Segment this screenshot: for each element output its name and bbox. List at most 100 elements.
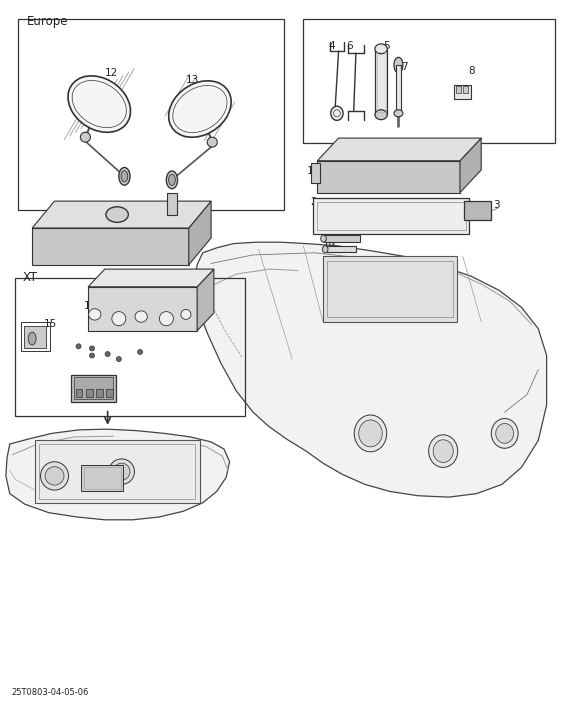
Ellipse shape	[68, 76, 130, 132]
Text: 8: 8	[468, 65, 475, 76]
Ellipse shape	[359, 420, 382, 447]
Text: 14: 14	[84, 301, 97, 311]
Text: 5: 5	[383, 41, 389, 51]
Ellipse shape	[207, 137, 217, 147]
Ellipse shape	[119, 168, 130, 185]
Bar	[71, 375, 116, 402]
Ellipse shape	[496, 424, 514, 444]
Polygon shape	[88, 287, 197, 331]
Ellipse shape	[40, 461, 69, 490]
Bar	[84, 467, 120, 488]
Bar	[464, 201, 491, 220]
Bar	[76, 389, 83, 397]
Bar	[311, 164, 320, 183]
Text: 2: 2	[311, 197, 318, 207]
Ellipse shape	[28, 332, 36, 345]
Ellipse shape	[166, 171, 178, 188]
Bar	[15, 277, 244, 416]
Ellipse shape	[106, 207, 128, 223]
Bar	[86, 389, 93, 397]
Bar	[21, 321, 50, 351]
Polygon shape	[32, 201, 211, 228]
Text: 3: 3	[493, 201, 500, 210]
Bar	[167, 193, 178, 215]
Bar	[454, 85, 471, 99]
Ellipse shape	[135, 311, 147, 322]
Bar	[377, 52, 386, 112]
Ellipse shape	[429, 435, 457, 467]
Text: 15: 15	[43, 319, 57, 328]
Text: 1: 1	[56, 236, 63, 246]
Ellipse shape	[433, 440, 453, 462]
Bar	[396, 65, 401, 114]
Text: 13: 13	[186, 75, 199, 85]
Ellipse shape	[80, 132, 90, 142]
Ellipse shape	[181, 309, 191, 319]
Ellipse shape	[89, 353, 94, 358]
Ellipse shape	[89, 309, 101, 320]
Text: Europe: Europe	[26, 15, 68, 28]
Ellipse shape	[321, 235, 327, 242]
Bar	[24, 326, 46, 348]
Bar	[317, 202, 465, 230]
Ellipse shape	[160, 311, 173, 326]
Ellipse shape	[121, 171, 128, 182]
Ellipse shape	[323, 246, 328, 253]
Text: 6: 6	[346, 41, 352, 51]
Ellipse shape	[113, 463, 130, 480]
Bar	[326, 246, 356, 252]
Ellipse shape	[354, 415, 387, 451]
Ellipse shape	[72, 80, 126, 128]
Ellipse shape	[109, 459, 134, 484]
Text: 10: 10	[323, 240, 336, 250]
Bar	[456, 86, 461, 93]
Ellipse shape	[116, 356, 121, 361]
Ellipse shape	[375, 44, 387, 54]
Ellipse shape	[169, 174, 175, 186]
Ellipse shape	[331, 106, 343, 120]
Text: 2: 2	[200, 211, 207, 221]
Bar	[96, 389, 103, 397]
Bar	[81, 464, 123, 491]
Ellipse shape	[89, 346, 94, 351]
Bar	[106, 389, 112, 397]
Polygon shape	[194, 242, 547, 497]
Ellipse shape	[169, 81, 231, 137]
Bar	[35, 441, 200, 503]
Bar	[375, 50, 387, 114]
Text: 25T0803-04-05-06: 25T0803-04-05-06	[11, 688, 89, 697]
Ellipse shape	[76, 344, 81, 349]
Text: 11: 11	[321, 227, 334, 237]
Text: 12: 12	[105, 68, 118, 78]
Ellipse shape	[394, 109, 403, 117]
Ellipse shape	[105, 352, 110, 356]
Polygon shape	[460, 138, 481, 193]
Ellipse shape	[45, 466, 64, 485]
Text: XT: XT	[22, 271, 38, 284]
Text: 9: 9	[96, 394, 102, 404]
Ellipse shape	[491, 419, 518, 448]
Bar	[39, 444, 196, 499]
Polygon shape	[318, 138, 481, 161]
Polygon shape	[189, 201, 211, 265]
Polygon shape	[32, 228, 189, 265]
Bar	[327, 261, 453, 317]
Ellipse shape	[394, 58, 403, 73]
Bar	[314, 198, 469, 234]
Text: 7: 7	[401, 62, 408, 73]
Bar	[323, 257, 457, 321]
Polygon shape	[6, 429, 229, 520]
Text: 1: 1	[307, 166, 314, 176]
Bar	[74, 378, 113, 399]
Polygon shape	[88, 269, 214, 287]
Bar	[463, 86, 468, 93]
Ellipse shape	[173, 85, 227, 133]
Bar	[18, 19, 284, 210]
Ellipse shape	[112, 311, 126, 326]
Ellipse shape	[375, 109, 387, 119]
Text: 4: 4	[328, 41, 334, 51]
Bar	[303, 19, 555, 143]
Bar	[324, 235, 360, 242]
Polygon shape	[318, 161, 460, 193]
Ellipse shape	[138, 350, 143, 355]
